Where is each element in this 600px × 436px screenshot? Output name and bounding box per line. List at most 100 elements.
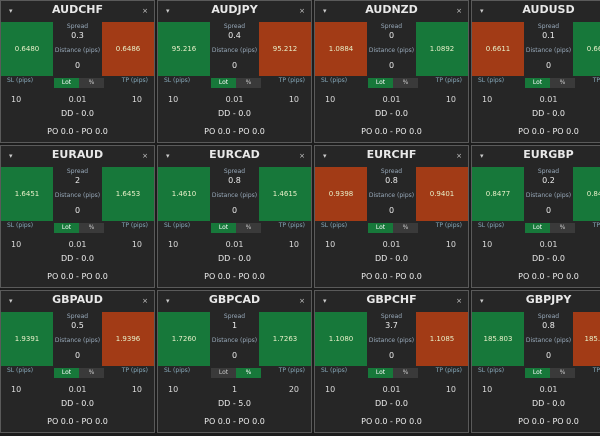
menu-icon[interactable]: ▾ xyxy=(480,152,484,160)
buy-button[interactable]: 1.4615 xyxy=(259,167,311,221)
buy-button[interactable]: 0.8478 xyxy=(573,167,600,221)
menu-icon[interactable]: ▾ xyxy=(323,152,327,160)
close-icon[interactable]: × xyxy=(456,7,462,15)
close-icon[interactable]: × xyxy=(299,7,305,15)
sell-button[interactable]: 95.216 xyxy=(158,22,210,76)
sell-button[interactable]: 1.7260 xyxy=(158,312,210,366)
close-icon[interactable]: × xyxy=(299,152,305,160)
lot-percent-toggle[interactable]: Lot % xyxy=(368,223,418,233)
lot-input[interactable]: 0.01 xyxy=(382,95,401,104)
lot-toggle[interactable]: Lot xyxy=(54,368,79,378)
menu-icon[interactable]: ▾ xyxy=(480,297,484,305)
tp-input[interactable]: 10 xyxy=(445,385,456,394)
close-icon[interactable]: × xyxy=(142,297,148,305)
sell-button[interactable]: 0.8477 xyxy=(472,167,524,221)
menu-icon[interactable]: ▾ xyxy=(166,7,170,15)
percent-toggle[interactable]: % xyxy=(393,223,418,233)
menu-icon[interactable]: ▾ xyxy=(480,7,484,15)
lot-toggle[interactable]: Lot xyxy=(54,78,79,88)
sl-input[interactable]: 10 xyxy=(482,385,493,394)
close-icon[interactable]: × xyxy=(456,152,462,160)
lot-percent-toggle[interactable]: Lot % xyxy=(54,78,104,88)
buy-button[interactable]: 0.6612 xyxy=(573,22,600,76)
sell-button[interactable]: 185.803 xyxy=(472,312,524,366)
lot-input[interactable]: 0.01 xyxy=(225,95,244,104)
percent-toggle[interactable]: % xyxy=(79,78,104,88)
close-icon[interactable]: × xyxy=(142,152,148,160)
close-icon[interactable]: × xyxy=(142,7,148,15)
sl-input[interactable]: 10 xyxy=(11,95,22,104)
lot-percent-toggle[interactable]: Lot % xyxy=(368,368,418,378)
sell-button[interactable]: 1.4610 xyxy=(158,167,210,221)
sell-button[interactable]: 0.6611 xyxy=(472,22,524,76)
close-icon[interactable]: × xyxy=(299,297,305,305)
lot-toggle[interactable]: Lot xyxy=(525,223,550,233)
menu-icon[interactable]: ▾ xyxy=(9,7,13,15)
tp-input[interactable]: 20 xyxy=(288,385,299,394)
buy-button[interactable]: 1.9396 xyxy=(102,312,154,366)
percent-toggle[interactable]: % xyxy=(550,368,575,378)
menu-icon[interactable]: ▾ xyxy=(9,152,13,160)
buy-button[interactable]: 1.1085 xyxy=(416,312,468,366)
buy-button[interactable]: 0.9401 xyxy=(416,167,468,221)
lot-input[interactable]: 0.01 xyxy=(382,240,401,249)
lot-toggle[interactable]: Lot xyxy=(368,78,393,88)
tp-input[interactable]: 10 xyxy=(445,240,456,249)
buy-button[interactable]: 1.6453 xyxy=(102,167,154,221)
lot-toggle[interactable]: Lot xyxy=(211,223,236,233)
buy-button[interactable]: 95.212 xyxy=(259,22,311,76)
lot-input[interactable]: 0.01 xyxy=(68,240,87,249)
buy-button[interactable]: 1.0892 xyxy=(416,22,468,76)
lot-input[interactable]: 0.01 xyxy=(382,385,401,394)
lot-percent-toggle[interactable]: Lot % xyxy=(368,78,418,88)
close-icon[interactable]: × xyxy=(456,297,462,305)
sl-input[interactable]: 10 xyxy=(11,240,22,249)
tp-input[interactable]: 10 xyxy=(131,240,142,249)
lot-toggle[interactable]: Lot xyxy=(368,223,393,233)
sell-button[interactable]: 0.9398 xyxy=(315,167,367,221)
sl-input[interactable]: 10 xyxy=(325,385,336,394)
percent-toggle[interactable]: % xyxy=(550,78,575,88)
sell-button[interactable]: 1.0884 xyxy=(315,22,367,76)
lot-input[interactable]: 1 xyxy=(231,385,238,394)
sell-button[interactable]: 1.9391 xyxy=(1,312,53,366)
menu-icon[interactable]: ▾ xyxy=(166,297,170,305)
percent-toggle[interactable]: % xyxy=(550,223,575,233)
lot-percent-toggle[interactable]: Lot % xyxy=(525,223,575,233)
lot-input[interactable]: 0.01 xyxy=(68,95,87,104)
sl-input[interactable]: 10 xyxy=(168,385,179,394)
percent-toggle[interactable]: % xyxy=(393,368,418,378)
lot-percent-toggle[interactable]: Lot % xyxy=(525,78,575,88)
tp-input[interactable]: 10 xyxy=(131,95,142,104)
lot-percent-toggle[interactable]: Lot % xyxy=(211,223,261,233)
lot-percent-toggle[interactable]: Lot % xyxy=(525,368,575,378)
lot-percent-toggle[interactable]: Lot % xyxy=(211,78,261,88)
sell-button[interactable]: 0.6480 xyxy=(1,22,53,76)
percent-toggle[interactable]: % xyxy=(236,78,261,88)
lot-toggle[interactable]: Lot xyxy=(211,368,236,378)
percent-toggle[interactable]: % xyxy=(79,223,104,233)
lot-toggle[interactable]: Lot xyxy=(54,223,79,233)
tp-input[interactable]: 10 xyxy=(288,240,299,249)
sl-input[interactable]: 10 xyxy=(482,95,493,104)
sl-input[interactable]: 10 xyxy=(482,240,493,249)
sl-input[interactable]: 10 xyxy=(168,240,179,249)
percent-toggle[interactable]: % xyxy=(79,368,104,378)
lot-input[interactable]: 0.01 xyxy=(68,385,87,394)
lot-toggle[interactable]: Lot xyxy=(525,78,550,88)
buy-button[interactable]: 1.7263 xyxy=(259,312,311,366)
lot-toggle[interactable]: Lot xyxy=(368,368,393,378)
percent-toggle[interactable]: % xyxy=(236,368,261,378)
lot-input[interactable]: 0.01 xyxy=(539,385,558,394)
lot-toggle[interactable]: Lot xyxy=(211,78,236,88)
tp-input[interactable]: 10 xyxy=(131,385,142,394)
lot-input[interactable]: 0.01 xyxy=(539,240,558,249)
buy-button[interactable]: 185.809 xyxy=(573,312,600,366)
sl-input[interactable]: 10 xyxy=(11,385,22,394)
menu-icon[interactable]: ▾ xyxy=(323,7,327,15)
lot-percent-toggle[interactable]: Lot % xyxy=(211,368,261,378)
sl-input[interactable]: 10 xyxy=(325,95,336,104)
lot-toggle[interactable]: Lot xyxy=(525,368,550,378)
buy-button[interactable]: 0.6486 xyxy=(102,22,154,76)
lot-input[interactable]: 0.01 xyxy=(539,95,558,104)
